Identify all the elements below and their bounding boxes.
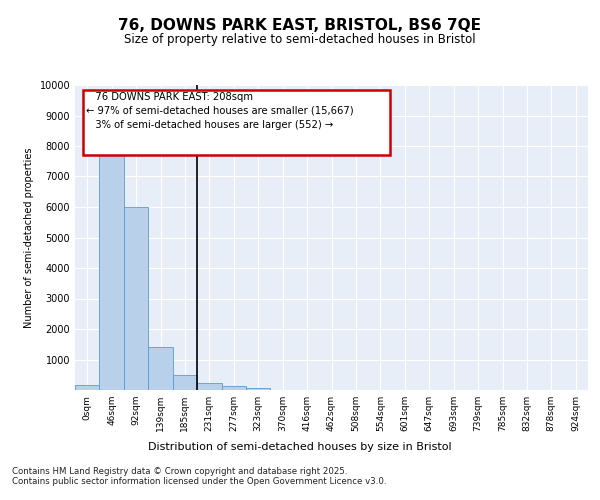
Text: Size of property relative to semi-detached houses in Bristol: Size of property relative to semi-detach… — [124, 32, 476, 46]
Text: 76, DOWNS PARK EAST, BRISTOL, BS6 7QE: 76, DOWNS PARK EAST, BRISTOL, BS6 7QE — [119, 18, 482, 32]
Text: Contains public sector information licensed under the Open Government Licence v3: Contains public sector information licen… — [12, 478, 386, 486]
Bar — [173, 375, 197, 390]
Text: 76 DOWNS PARK EAST: 208sqm
← 97% of semi-detached houses are smaller (15,667)
  : 76 DOWNS PARK EAST: 208sqm ← 97% of semi… — [86, 92, 354, 130]
Bar — [197, 384, 221, 390]
FancyBboxPatch shape — [83, 90, 391, 155]
Text: Contains HM Land Registry data © Crown copyright and database right 2025.: Contains HM Land Registry data © Crown c… — [12, 468, 347, 476]
Bar — [221, 386, 246, 390]
Y-axis label: Number of semi-detached properties: Number of semi-detached properties — [24, 147, 34, 328]
Bar — [124, 207, 148, 390]
Bar — [148, 348, 173, 390]
Text: Distribution of semi-detached houses by size in Bristol: Distribution of semi-detached houses by … — [148, 442, 452, 452]
Bar — [100, 149, 124, 390]
Bar — [246, 388, 271, 390]
Bar — [75, 386, 100, 390]
